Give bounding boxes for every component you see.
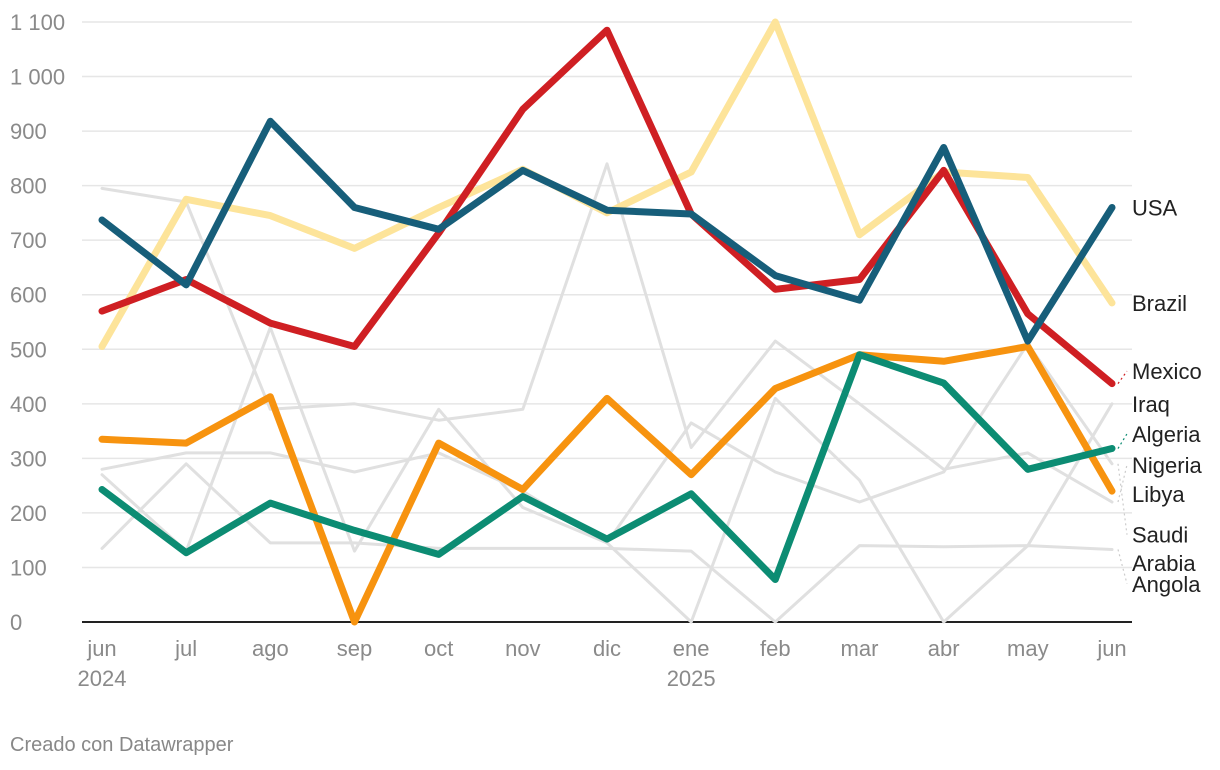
x-axis-tick-labels: jun jul ago sep oct nov dic ene feb mar abr may jun 2… [78, 636, 1127, 691]
series-end-labels: USA Brazil Mexico Iraq Algeria Nigeria Libya Sa… [1117, 195, 1202, 597]
x-tick-label: sep [337, 636, 372, 661]
series-line-saudi-arabia [100, 342, 1114, 545]
series-line-mexico [98, 26, 1116, 388]
line-chart: 0 100 200 300 400 500 600 700 800 900 1 000 1 100 j… [10, 10, 1202, 691]
y-tick-label: 0 [10, 610, 22, 635]
credit-text: Creado con Datawrapper [10, 734, 234, 756]
series-line-angola [100, 462, 1114, 624]
x-tick-label: abr [928, 636, 960, 661]
label-leader-line [1117, 549, 1128, 584]
series-line-libya [98, 343, 1116, 626]
label-leader-line [1117, 464, 1128, 503]
x-tick-label: jun [86, 636, 116, 661]
x-tick-label: jul [174, 636, 197, 661]
series-end-label: Nigeria [1132, 453, 1202, 478]
x-tick-label: jun [1096, 636, 1126, 661]
series-end-label: Brazil [1132, 291, 1187, 316]
x-tick-label: ene [673, 636, 710, 661]
series-line-algeria [98, 351, 1116, 583]
gridlines [82, 21, 1132, 623]
x-tick-label: feb [760, 636, 791, 661]
y-tick-label: 900 [10, 119, 47, 144]
x-year-label: 2024 [78, 666, 127, 691]
x-tick-label: oct [424, 636, 453, 661]
series-end-label: Iraq [1132, 392, 1170, 417]
series-end-label: Angola [1132, 572, 1201, 597]
x-year-label: 2025 [667, 666, 716, 691]
y-tick-label: 1 000 [10, 65, 65, 90]
y-tick-label: 300 [10, 446, 47, 471]
series-end-label: Mexico [1132, 359, 1202, 384]
x-tick-label: ago [252, 636, 289, 661]
y-tick-label: 600 [10, 283, 47, 308]
y-tick-label: 200 [10, 501, 47, 526]
x-tick-label: nov [505, 636, 540, 661]
label-leader-line [1117, 370, 1128, 384]
label-leader-line [1117, 463, 1128, 535]
label-leader-line [1117, 433, 1128, 449]
y-tick-label: 800 [10, 174, 47, 199]
series-end-label: Algeria [1132, 422, 1201, 447]
series-end-label: USA [1132, 195, 1178, 220]
y-tick-label: 400 [10, 392, 47, 417]
y-tick-label: 100 [10, 555, 47, 580]
series-line-usa [98, 117, 1116, 345]
x-tick-label: may [1007, 636, 1049, 661]
y-tick-label: 700 [10, 228, 47, 253]
y-tick-label: 1 100 [10, 10, 65, 35]
y-axis-tick-labels: 0 100 200 300 400 500 600 700 800 900 1 000 1 100 [10, 10, 65, 635]
series-lines [98, 18, 1116, 626]
x-tick-label: mar [841, 636, 879, 661]
y-tick-label: 500 [10, 337, 47, 362]
series-end-label: Libya [1132, 482, 1185, 507]
x-tick-label: dic [593, 636, 621, 661]
series-end-label: Arabia [1132, 551, 1196, 576]
series-end-label: Saudi [1132, 523, 1188, 548]
